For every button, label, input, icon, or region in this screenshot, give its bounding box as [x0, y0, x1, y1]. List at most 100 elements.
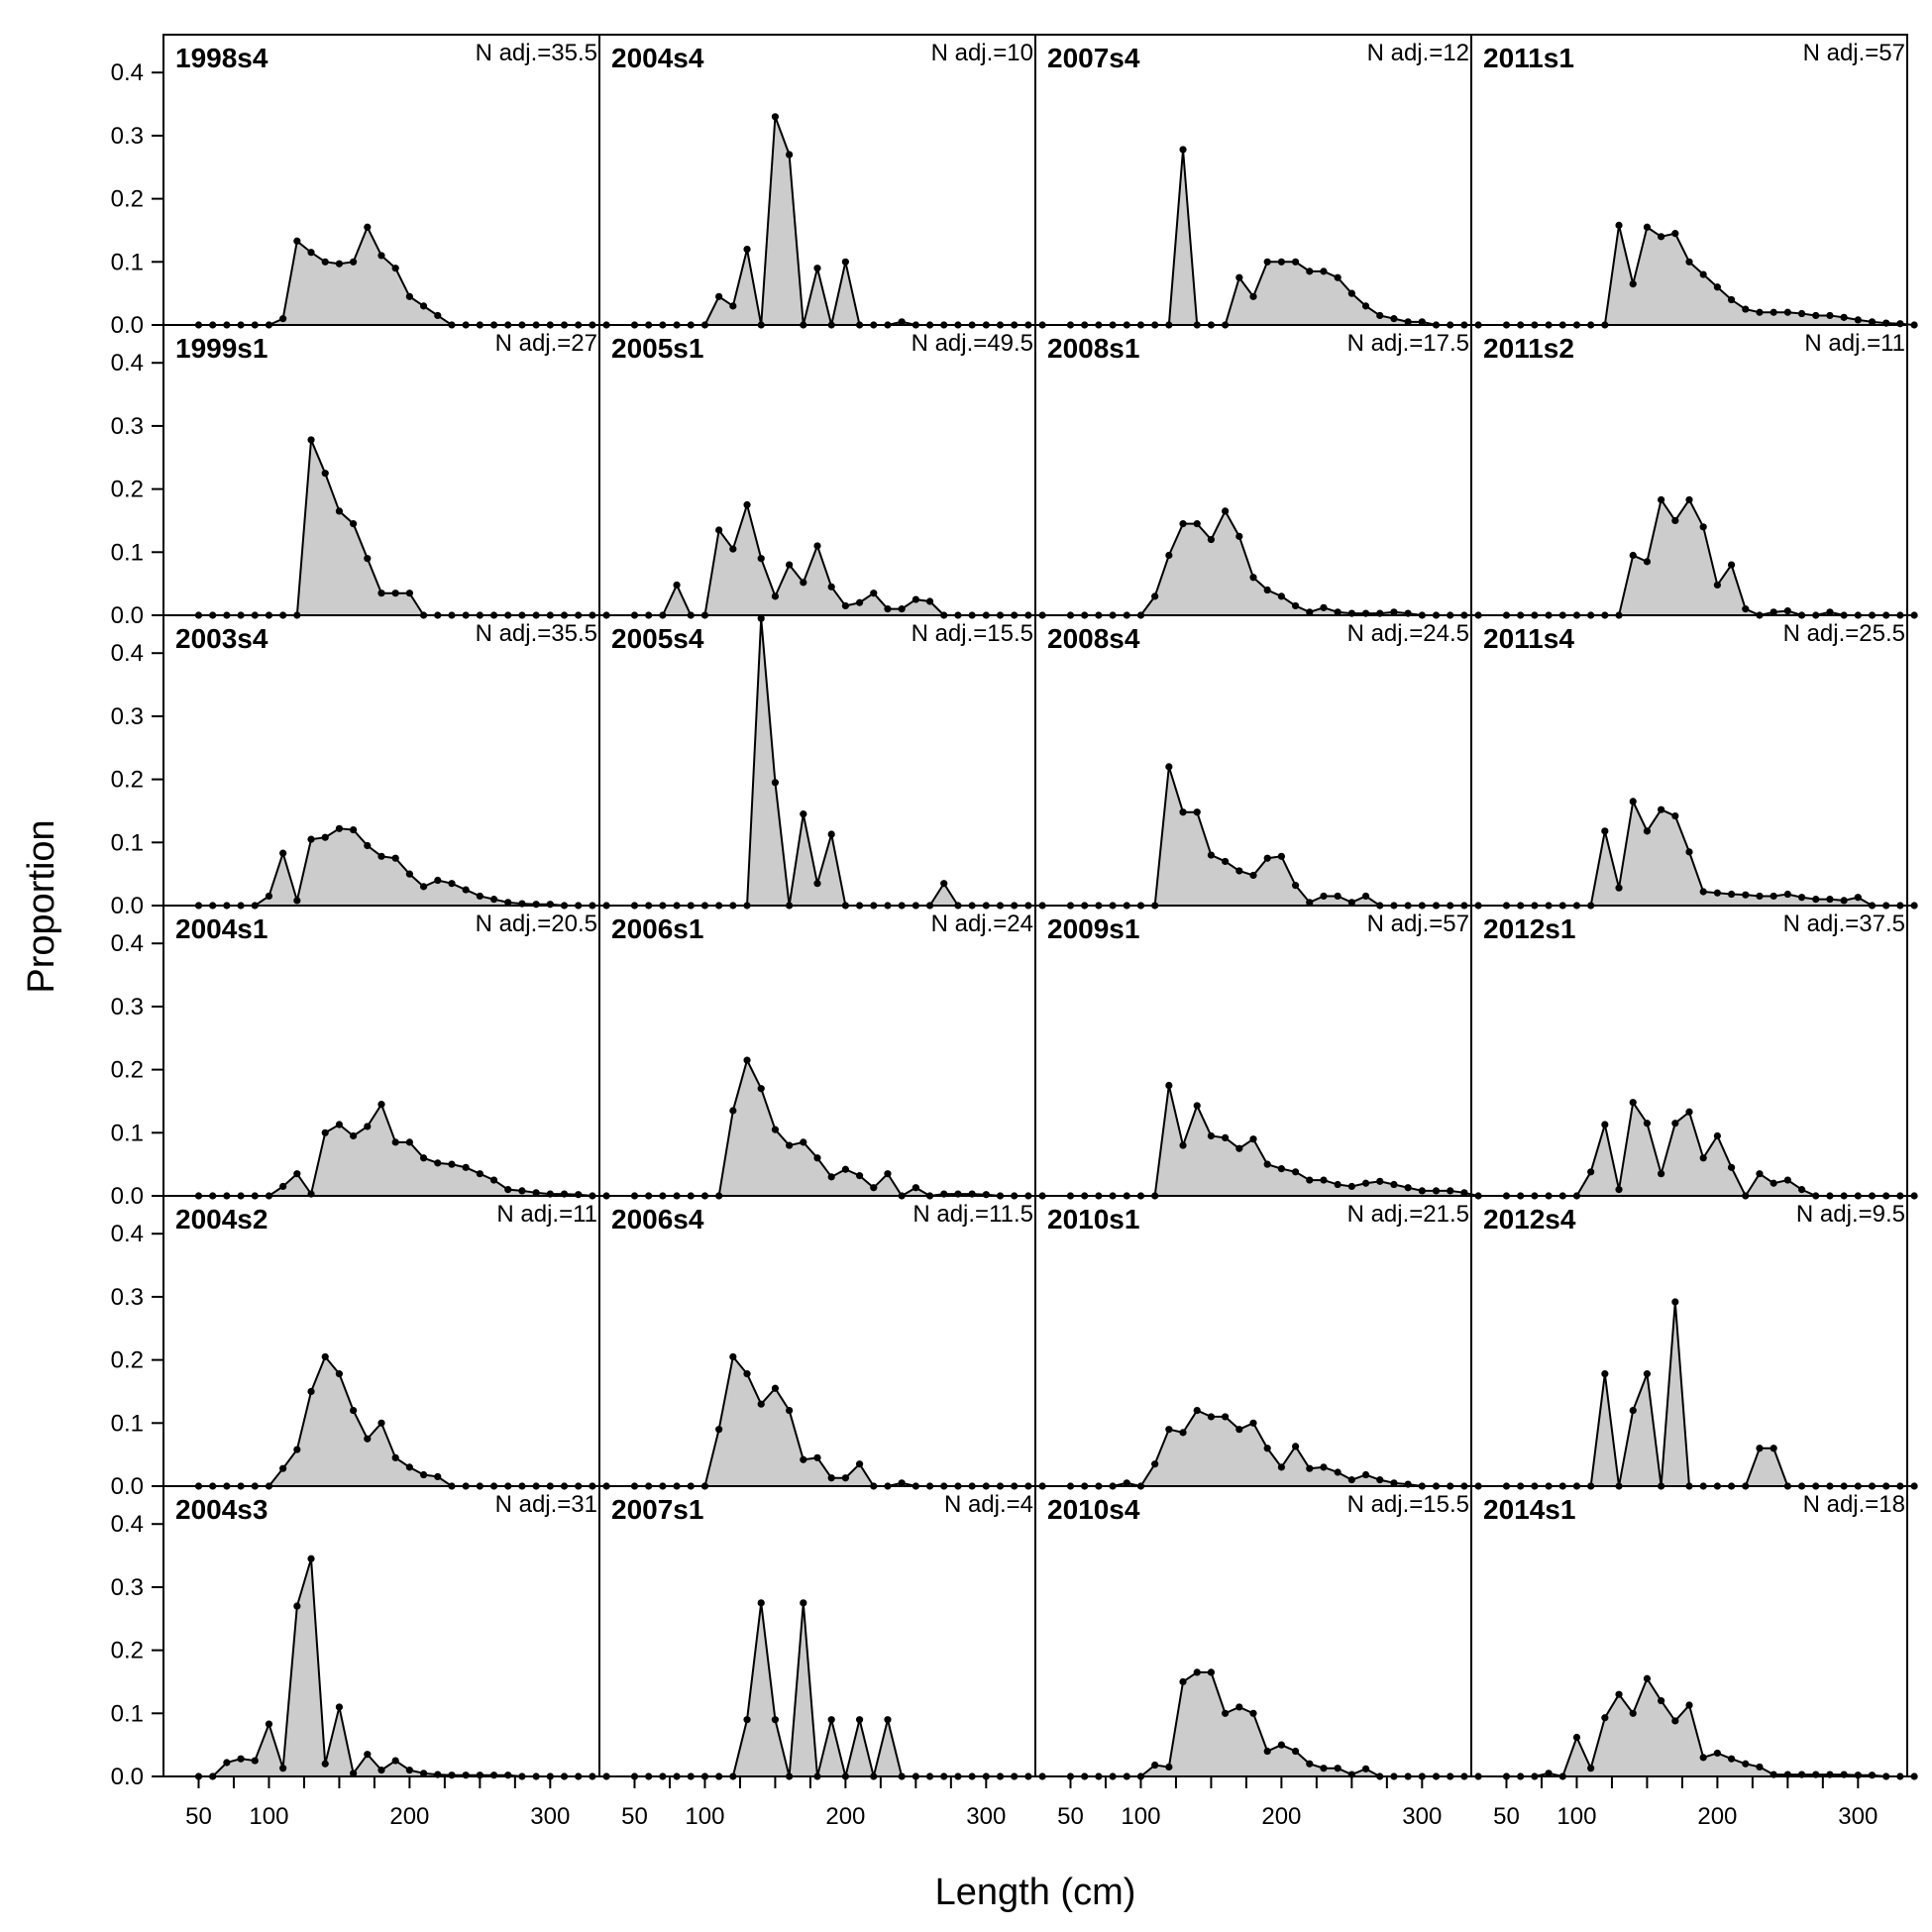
- data-point: [364, 223, 372, 231]
- x-tick-label: 100: [249, 1803, 288, 1830]
- data-point: [476, 1170, 483, 1178]
- data-point: [1249, 1135, 1257, 1143]
- data-point: [1320, 1176, 1328, 1184]
- data-point: [757, 1599, 765, 1607]
- n-adj-label: N adj.=4: [944, 1491, 1033, 1518]
- data-point: [293, 1602, 301, 1610]
- data-point: [1235, 532, 1243, 540]
- data-point: [1713, 1749, 1721, 1758]
- data-point: [1361, 1470, 1370, 1479]
- y-tick-label: 0.4: [111, 640, 144, 667]
- data-point: [771, 1716, 780, 1724]
- data-point: [279, 315, 287, 323]
- data-point: [855, 1716, 864, 1724]
- data-point: [1658, 1696, 1665, 1705]
- panel-title: 2008s1: [1047, 333, 1139, 364]
- area-fill: [1506, 225, 1915, 325]
- data-point: [1797, 894, 1806, 902]
- data-point: [575, 1191, 583, 1199]
- data-point: [1685, 1108, 1693, 1116]
- axes: 0.0 0.1 0.2 0.3 0.4 0.0 0.1 0.2 0.3 0.4 0.0 0.1 0.2 0…: [111, 59, 1878, 1830]
- y-tick-label: 0.0: [111, 1473, 144, 1500]
- panel: 2007s1 N adj.=4: [598, 1485, 1046, 1780]
- data-point: [1347, 1182, 1355, 1191]
- data-point: [448, 1160, 456, 1168]
- data-point: [1222, 1413, 1230, 1421]
- data-point: [1291, 1168, 1300, 1176]
- y-tick-label: 0.0: [111, 893, 144, 919]
- data-point: [743, 245, 751, 254]
- data-point: [1207, 1131, 1216, 1140]
- data-point: [1235, 1703, 1243, 1711]
- data-point: [1460, 1189, 1468, 1197]
- data-point: [729, 1107, 737, 1115]
- panel-title: 2004s4: [611, 43, 704, 73]
- data-point: [1615, 1186, 1623, 1194]
- data-point: [462, 1771, 470, 1779]
- data-point: [489, 1176, 498, 1184]
- data-point: [1165, 1426, 1173, 1434]
- panel-title: 2010s1: [1047, 1204, 1139, 1234]
- data-point: [1587, 1168, 1595, 1176]
- y-tick-label: 0.3: [111, 1284, 144, 1311]
- panel: 2004s3 N adj.=31: [162, 1485, 610, 1780]
- panel-title: 2004s2: [175, 1204, 268, 1234]
- data-point: [743, 1370, 751, 1378]
- data-point: [1826, 896, 1834, 904]
- n-adj-label: N adj.=35.5: [476, 40, 597, 66]
- data-point: [1390, 315, 1398, 323]
- x-tick-label: 200: [1697, 1803, 1737, 1830]
- panel: 2011s1 N adj.=57: [1470, 34, 1918, 329]
- data-point: [1263, 586, 1271, 594]
- data-point: [321, 1352, 329, 1361]
- data-point: [1222, 507, 1230, 515]
- data-point: [1713, 889, 1721, 897]
- data-point: [321, 1128, 329, 1136]
- data-point: [335, 260, 344, 268]
- data-point: [786, 151, 794, 159]
- data-point: [504, 1771, 512, 1779]
- data-point: [1910, 611, 1918, 619]
- data-point: [757, 614, 765, 622]
- data-point: [448, 880, 456, 888]
- data-point: [870, 1184, 878, 1192]
- data-point: [884, 1170, 892, 1178]
- data-point: [800, 579, 807, 587]
- data-point: [321, 470, 329, 478]
- y-tick-label: 0.4: [111, 1221, 144, 1247]
- data-point: [1742, 891, 1750, 899]
- n-adj-label: N adj.=11: [1804, 330, 1905, 357]
- data-point: [1235, 1144, 1243, 1152]
- data-point: [1770, 892, 1777, 901]
- data-point: [1222, 1133, 1230, 1141]
- y-tick-label: 0.2: [111, 1057, 144, 1084]
- n-adj-label: N adj.=10: [931, 40, 1033, 66]
- data-point: [827, 1474, 835, 1482]
- data-point: [377, 252, 385, 260]
- data-point: [1418, 1187, 1426, 1195]
- panel-title: 2004s3: [175, 1494, 268, 1525]
- data-point: [1756, 308, 1764, 316]
- data-point: [1249, 1709, 1257, 1717]
- y-tick-label: 0.1: [111, 1700, 144, 1727]
- data-point: [1235, 867, 1243, 875]
- data-point: [1756, 1445, 1764, 1452]
- panel-title: 2005s4: [611, 623, 704, 654]
- data-point: [1320, 268, 1328, 275]
- x-tick-label: 100: [1121, 1803, 1160, 1830]
- data-point: [1770, 1445, 1777, 1452]
- data-point: [434, 876, 442, 885]
- y-tick-label: 0.3: [111, 413, 144, 440]
- n-adj-label: N adj.=11: [496, 1201, 597, 1228]
- y-tick-label: 0.1: [111, 829, 144, 856]
- x-axis-title: Length (cm): [935, 1872, 1136, 1913]
- data-point: [489, 896, 498, 904]
- data-point: [1699, 523, 1707, 531]
- y-tick-label: 0.2: [111, 1638, 144, 1664]
- data-point: [1713, 581, 1721, 590]
- panel-title: 2009s1: [1047, 913, 1139, 944]
- x-tick-label: 300: [1838, 1803, 1878, 1830]
- data-point: [1249, 1419, 1257, 1427]
- data-point: [1545, 1770, 1553, 1777]
- n-adj-label: N adj.=24: [931, 911, 1033, 937]
